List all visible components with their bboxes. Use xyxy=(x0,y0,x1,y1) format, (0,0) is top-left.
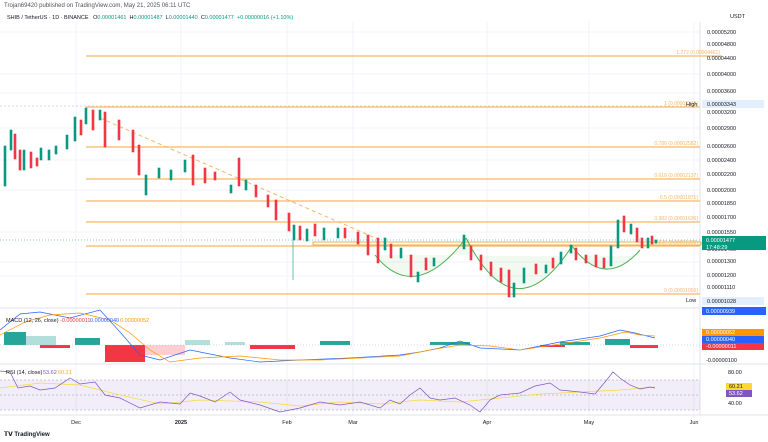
svg-text:0.00000052: 0.00000052 xyxy=(706,330,735,336)
last-price: 0.00001477 xyxy=(706,238,735,244)
fib-label: 0.786 (0.00002582) xyxy=(654,141,698,147)
macd-signal-line xyxy=(0,312,656,363)
svg-text:0.00001200: 0.00001200 xyxy=(707,273,736,279)
fib-label: 0 (0.00001066) xyxy=(664,288,698,294)
svg-text:Dec: Dec xyxy=(71,420,81,426)
rsi-ma-line xyxy=(0,382,656,407)
time-axis[interactable]: Dec 2025 Feb Mar Apr May Jun xyxy=(71,420,698,426)
low-value: 0.00001440 xyxy=(168,15,198,21)
svg-text:60.21: 60.21 xyxy=(729,384,743,390)
svg-text:0.00001110: 0.00001110 xyxy=(707,285,735,291)
svg-text:-0.00000011: -0.00000011 xyxy=(706,344,736,350)
svg-text:Mar: Mar xyxy=(348,420,358,426)
svg-text:Jun: Jun xyxy=(690,420,699,426)
high-label: H xyxy=(129,15,134,21)
svg-text:0.00000939: 0.00000939 xyxy=(706,309,735,315)
pattern-arcs[interactable] xyxy=(374,237,641,289)
macd-value: 0.00000040 xyxy=(90,318,119,324)
fib-retracement[interactable] xyxy=(86,55,722,295)
high-value: 0.00003343 xyxy=(707,102,736,108)
rsi-value: 53.62 xyxy=(43,370,57,376)
close-label: C xyxy=(200,15,205,21)
svg-text:Apr: Apr xyxy=(483,420,492,426)
blue-price-tag xyxy=(702,307,766,315)
fib-label: 1.272 (0.00004461) xyxy=(676,50,720,56)
svg-text:0.00001850: 0.00001850 xyxy=(707,201,736,207)
svg-text:53.62: 53.62 xyxy=(729,391,743,397)
countdown: 17:48:29 xyxy=(706,245,727,251)
grid xyxy=(0,22,700,415)
svg-text:-0.00000100: -0.00000100 xyxy=(706,358,737,364)
low-label: L xyxy=(165,15,169,21)
svg-text:0.00004800: 0.00004800 xyxy=(707,42,736,48)
svg-text:0.00003600: 0.00003600 xyxy=(707,89,736,95)
resistance-zone[interactable] xyxy=(312,241,702,246)
macd-signal-value: 0.00000052 xyxy=(120,318,149,324)
fib-label: 0.618 (0.00002137) xyxy=(654,173,698,179)
svg-text:0.00002900: 0.00002900 xyxy=(707,126,736,132)
rsi-line xyxy=(0,370,656,413)
high-label: High xyxy=(686,102,697,108)
symbol-legend: SHIB / TetherUS · 1D · BINANCE O0.000014… xyxy=(7,15,293,21)
svg-text:0.00000040: 0.00000040 xyxy=(706,337,735,343)
rsi-title: RSI (14, close) xyxy=(6,370,43,376)
tradingview-logo[interactable]: 𝗧𝗩 TradingView xyxy=(4,432,50,438)
change-value: +0.00000016 (+1.10%) xyxy=(236,15,294,21)
tv-logo-icon: 𝗧𝗩 xyxy=(4,432,15,438)
symbol-name: SHIB / TetherUS · 1D · BINANCE xyxy=(7,15,89,21)
svg-text:0.00001300: 0.00001300 xyxy=(707,259,736,265)
open-value: 0.00001461 xyxy=(97,15,127,21)
svg-text:0.00004400: 0.00004400 xyxy=(707,56,736,62)
fib-labels: 1.272 (0.00004461) 1 (0.00003343) 0.786 … xyxy=(654,50,720,294)
svg-text:May: May xyxy=(584,420,595,426)
currency-label: USDT xyxy=(730,14,745,20)
fib-label: 0.5 (0.00001871) xyxy=(660,195,698,201)
candles[interactable] xyxy=(3,107,658,298)
fib-label: 1 (0.00003343) xyxy=(664,101,698,107)
descending-trendline[interactable] xyxy=(99,117,381,241)
rsi-ma-value: 60.21 xyxy=(58,370,72,376)
svg-text:2025: 2025 xyxy=(175,420,187,426)
high-value: 0.00001487 xyxy=(133,15,163,21)
svg-text:0.00004000: 0.00004000 xyxy=(707,72,736,78)
svg-text:0.00002200: 0.00002200 xyxy=(707,172,736,178)
svg-text:0.00001700: 0.00001700 xyxy=(707,215,736,221)
low-tag xyxy=(702,297,764,305)
macd-title: MACD (12, 26, close) xyxy=(6,318,59,324)
last-price-tag xyxy=(702,236,766,250)
svg-text:0.00005200: 0.00005200 xyxy=(707,30,736,36)
svg-text:80.00: 80.00 xyxy=(728,370,742,376)
svg-text:Feb: Feb xyxy=(282,420,291,426)
svg-text:0.00002400: 0.00002400 xyxy=(707,158,736,164)
high-tag xyxy=(702,100,764,108)
svg-text:0.00003200: 0.00003200 xyxy=(707,110,736,116)
macd-hist-value: -0.00000011 xyxy=(60,318,90,324)
published-note: Trojan69420 published on TradingView.com… xyxy=(4,3,191,9)
close-value: 0.00001477 xyxy=(204,15,234,21)
fib-label: 0.236 (0.00001390) xyxy=(654,240,698,246)
fib-label: 0.382 (0.00001636) xyxy=(654,216,698,222)
price-axis[interactable]: 0.00005200 0.00004800 0.00004400 0.00004… xyxy=(707,30,736,291)
svg-text:0.00002000: 0.00002000 xyxy=(707,188,736,194)
open-label: O xyxy=(93,15,98,21)
svg-text:0.00001550: 0.00001550 xyxy=(707,230,736,236)
macd-line xyxy=(0,309,656,363)
low-label: Low xyxy=(686,298,696,304)
low-value: 0.00001028 xyxy=(707,299,736,305)
svg-text:0.00002600: 0.00002600 xyxy=(707,144,736,150)
macd-histogram xyxy=(4,332,658,362)
svg-text:40.00: 40.00 xyxy=(728,401,742,407)
